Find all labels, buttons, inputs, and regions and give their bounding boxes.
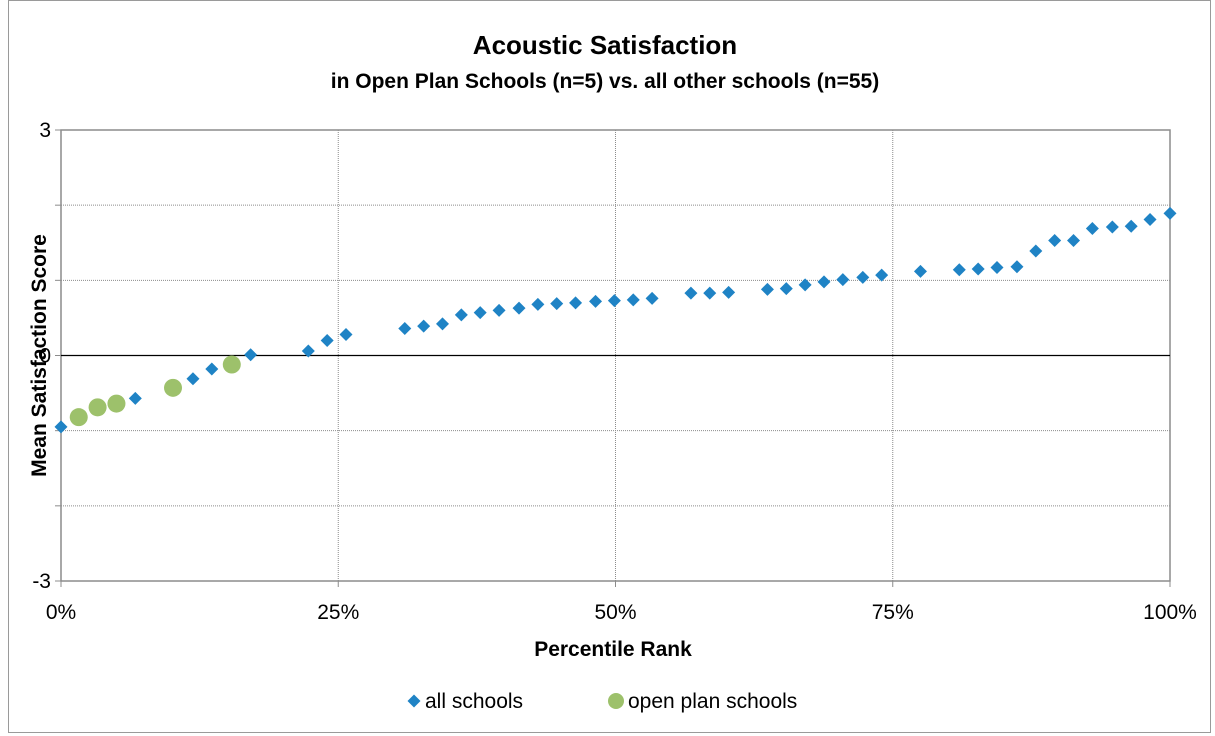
legend-label-all-schools: all schools [425, 690, 523, 713]
data-point-all-schools [569, 296, 583, 310]
data-point-all-schools [990, 261, 1004, 275]
data-point-all-schools [779, 282, 793, 296]
plot-area: 3 0 -3 0% 25% 50% 75% 100% [32, 119, 1197, 624]
data-point-all-schools [952, 263, 966, 277]
data-point-all-schools [186, 372, 200, 386]
data-point-all-schools [1010, 260, 1024, 274]
data-point-all-schools [512, 301, 526, 315]
data-point-all-schools [684, 286, 698, 300]
data-point-all-schools [417, 319, 431, 333]
data-point-all-schools [836, 273, 850, 287]
data-point-all-schools [971, 262, 985, 276]
data-point-all-schools [589, 294, 603, 308]
legend-label-open-plan-schools: open plan schools [628, 690, 797, 713]
data-point-all-schools [913, 264, 927, 278]
data-point-all-schools [1067, 233, 1081, 247]
data-point-all-schools [205, 362, 219, 376]
legend-marker-circle [608, 693, 624, 709]
data-point-all-schools [320, 333, 334, 347]
data-point-all-schools [1105, 220, 1119, 234]
data-point-all-schools [54, 420, 68, 434]
data-point-all-schools [531, 297, 545, 311]
data-point-open-plan-schools [164, 378, 183, 397]
data-point-all-schools [607, 294, 621, 308]
data-point-all-schools [875, 268, 889, 282]
x-tick-label: 75% [872, 601, 914, 624]
data-point-all-schools [626, 293, 640, 307]
x-axis-title: Percentile Rank [534, 638, 692, 661]
chart-title: Acoustic Satisfaction [473, 30, 737, 60]
data-point-open-plan-schools [88, 398, 107, 417]
legend: all schools open plan schools [407, 690, 797, 713]
y-tick-label: -3 [32, 570, 51, 593]
y-axis-title: Mean Satisfaction Score [28, 234, 51, 477]
data-point-all-schools [398, 321, 412, 335]
data-point-all-schools [301, 344, 315, 358]
data-point-all-schools [798, 278, 812, 292]
data-point-open-plan-schools [69, 408, 88, 427]
data-point-all-schools [339, 327, 353, 341]
legend-marker-diamond [407, 694, 421, 708]
data-point-all-schools [1085, 221, 1099, 235]
data-point-all-schools [454, 308, 468, 322]
data-point-all-schools [856, 270, 870, 284]
data-point-all-schools [1163, 206, 1177, 220]
data-point-all-schools [1143, 212, 1157, 226]
data-point-all-schools [473, 306, 487, 320]
data-point-all-schools [817, 275, 831, 289]
data-point-open-plan-schools [222, 355, 241, 374]
x-tick-label: 50% [594, 601, 636, 624]
chart-subtitle: in Open Plan Schools (n=5) vs. all other… [331, 70, 879, 93]
data-points [54, 206, 1177, 434]
data-point-all-schools [244, 348, 258, 362]
data-point-open-plan-schools [107, 394, 126, 413]
data-point-all-schools [1029, 244, 1043, 258]
y-tick-labels: 3 0 -3 [32, 119, 61, 593]
legend-item-all-schools: all schools [407, 690, 523, 713]
data-point-all-schools [492, 303, 506, 317]
data-point-all-schools [722, 285, 736, 299]
y-tick-label: 3 [39, 119, 51, 142]
x-tick-labels: 0% 25% 50% 75% 100% [46, 581, 1197, 624]
data-point-all-schools [550, 297, 564, 311]
data-point-all-schools [703, 286, 717, 300]
data-point-all-schools [645, 291, 659, 305]
legend-item-open-plan-schools: open plan schools [608, 690, 797, 713]
x-tick-label: 100% [1143, 601, 1197, 624]
data-point-all-schools [760, 282, 774, 296]
data-point-all-schools [1124, 219, 1138, 233]
x-tick-label: 0% [46, 601, 76, 624]
data-point-all-schools [128, 391, 142, 405]
data-point-all-schools [1048, 233, 1062, 247]
data-point-all-schools [435, 317, 449, 331]
x-tick-label: 25% [317, 601, 359, 624]
y-tick-label: 0 [39, 345, 51, 368]
